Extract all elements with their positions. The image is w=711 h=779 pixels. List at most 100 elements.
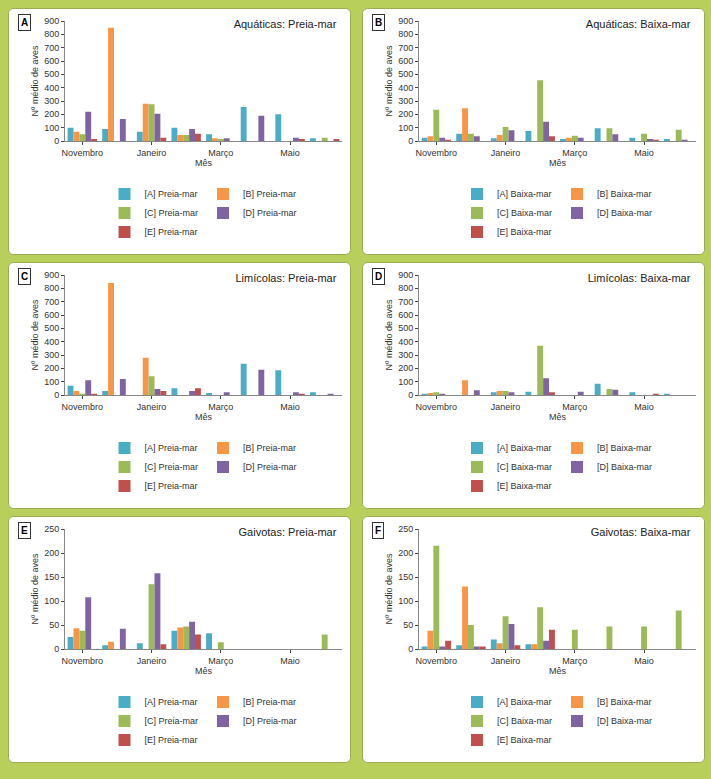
- svg-text:0: 0: [54, 390, 59, 400]
- svg-text:Janeiro: Janeiro: [137, 148, 167, 158]
- svg-text:0: 0: [54, 644, 59, 654]
- svg-text:900: 900: [398, 16, 413, 26]
- svg-text:Março: Março: [208, 656, 233, 666]
- svg-text:Janeiro: Janeiro: [491, 656, 521, 666]
- svg-text:Março: Março: [562, 656, 587, 666]
- svg-text:[E] Baixa-mar: [E] Baixa-mar: [497, 735, 552, 745]
- svg-text:Mês: Mês: [195, 158, 213, 168]
- svg-text:Mês: Mês: [195, 666, 213, 676]
- svg-text:200: 200: [44, 109, 59, 119]
- svg-text:Março: Março: [208, 148, 233, 158]
- svg-text:300: 300: [398, 350, 413, 360]
- svg-text:[A] Baixa-mar: [A] Baixa-mar: [497, 189, 552, 199]
- svg-text:[A] Preia-mar: [A] Preia-mar: [145, 443, 198, 453]
- svg-text:800: 800: [44, 29, 59, 39]
- svg-text:600: 600: [398, 310, 413, 320]
- svg-text:700: 700: [398, 43, 413, 53]
- svg-text:Mês: Mês: [195, 412, 213, 422]
- svg-text:[E] Baixa-mar: [E] Baixa-mar: [497, 481, 552, 491]
- svg-text:100: 100: [398, 377, 413, 387]
- svg-text:Maio: Maio: [280, 148, 300, 158]
- svg-text:Maio: Maio: [634, 402, 654, 412]
- svg-text:700: 700: [44, 297, 59, 307]
- svg-text:200: 200: [398, 109, 413, 119]
- svg-text:B: B: [375, 17, 382, 28]
- svg-text:Gaivotas: Preia-mar: Gaivotas: Preia-mar: [239, 526, 337, 538]
- svg-text:Novembro: Novembro: [416, 148, 458, 158]
- svg-text:Janeiro: Janeiro: [137, 656, 167, 666]
- svg-text:50: 50: [49, 620, 59, 630]
- svg-text:200: 200: [44, 363, 59, 373]
- svg-text:Aquáticas: Baixa-mar: Aquáticas: Baixa-mar: [586, 18, 691, 30]
- svg-text:Março: Março: [208, 402, 233, 412]
- svg-text:250: 250: [44, 524, 59, 534]
- svg-text:F: F: [375, 525, 381, 536]
- svg-text:Maio: Maio: [634, 656, 654, 666]
- svg-text:300: 300: [44, 350, 59, 360]
- svg-text:600: 600: [44, 310, 59, 320]
- svg-text:[D] Baixa-mar: [D] Baixa-mar: [597, 208, 652, 218]
- svg-text:Nº médio de aves: Nº médio de aves: [30, 299, 40, 370]
- svg-text:Março: Março: [562, 148, 587, 158]
- svg-text:[E] Preia-mar: [E] Preia-mar: [145, 481, 198, 491]
- svg-text:[D] Preia-mar: [D] Preia-mar: [243, 716, 297, 726]
- svg-text:Maio: Maio: [280, 402, 300, 412]
- svg-text:[A] Preia-mar: [A] Preia-mar: [145, 697, 198, 707]
- svg-text:400: 400: [398, 337, 413, 347]
- svg-text:Nº médio de aves: Nº médio de aves: [30, 553, 40, 624]
- svg-text:[B] Baixa-mar: [B] Baixa-mar: [597, 189, 652, 199]
- svg-text:800: 800: [44, 283, 59, 293]
- svg-text:[B] Preia-mar: [B] Preia-mar: [243, 697, 296, 707]
- svg-text:Nº médio de aves: Nº médio de aves: [30, 45, 40, 116]
- svg-text:Janeiro: Janeiro: [491, 148, 521, 158]
- svg-text:Limícolas: Baixa-mar: Limícolas: Baixa-mar: [588, 272, 691, 284]
- svg-text:100: 100: [398, 123, 413, 133]
- svg-text:Mês: Mês: [549, 412, 567, 422]
- svg-text:300: 300: [398, 96, 413, 106]
- svg-text:500: 500: [398, 69, 413, 79]
- svg-text:[D] Preia-mar: [D] Preia-mar: [243, 462, 297, 472]
- svg-text:[B] Preia-mar: [B] Preia-mar: [243, 443, 296, 453]
- svg-text:400: 400: [398, 83, 413, 93]
- svg-text:0: 0: [408, 136, 413, 146]
- svg-text:200: 200: [398, 548, 413, 558]
- svg-text:400: 400: [44, 83, 59, 93]
- svg-text:200: 200: [44, 548, 59, 558]
- svg-text:[D] Baixa-mar: [D] Baixa-mar: [597, 462, 652, 472]
- svg-text:[B] Baixa-mar: [B] Baixa-mar: [597, 697, 652, 707]
- svg-text:600: 600: [44, 56, 59, 66]
- svg-text:500: 500: [44, 323, 59, 333]
- svg-text:500: 500: [44, 69, 59, 79]
- svg-text:200: 200: [398, 363, 413, 373]
- svg-text:Novembro: Novembro: [416, 656, 458, 666]
- svg-text:[E] Baixa-mar: [E] Baixa-mar: [497, 227, 552, 237]
- svg-text:300: 300: [44, 96, 59, 106]
- svg-text:Mês: Mês: [549, 158, 567, 168]
- svg-text:500: 500: [398, 323, 413, 333]
- svg-text:E: E: [21, 525, 28, 536]
- svg-text:0: 0: [54, 136, 59, 146]
- svg-text:[C] Preia-mar: [C] Preia-mar: [145, 208, 199, 218]
- svg-text:Limícolas: Preia-mar: Limícolas: Preia-mar: [236, 272, 337, 284]
- svg-text:[C] Baixa-mar: [C] Baixa-mar: [497, 462, 552, 472]
- svg-text:900: 900: [398, 270, 413, 280]
- svg-text:C: C: [21, 271, 28, 282]
- svg-text:Janeiro: Janeiro: [137, 402, 167, 412]
- svg-text:250: 250: [398, 524, 413, 534]
- svg-text:[D] Baixa-mar: [D] Baixa-mar: [597, 716, 652, 726]
- svg-text:[A] Preia-mar: [A] Preia-mar: [145, 189, 198, 199]
- svg-text:D: D: [375, 271, 382, 282]
- svg-text:100: 100: [44, 123, 59, 133]
- svg-text:A: A: [21, 17, 28, 28]
- svg-text:[C] Baixa-mar: [C] Baixa-mar: [497, 208, 552, 218]
- svg-text:900: 900: [44, 270, 59, 280]
- svg-text:Janeiro: Janeiro: [491, 402, 521, 412]
- svg-text:0: 0: [408, 644, 413, 654]
- svg-text:150: 150: [44, 572, 59, 582]
- svg-text:Maio: Maio: [634, 148, 654, 158]
- svg-text:Novembro: Novembro: [62, 148, 104, 158]
- svg-text:0: 0: [408, 390, 413, 400]
- svg-text:800: 800: [398, 283, 413, 293]
- svg-text:[E] Preia-mar: [E] Preia-mar: [145, 735, 198, 745]
- svg-text:Novembro: Novembro: [416, 402, 458, 412]
